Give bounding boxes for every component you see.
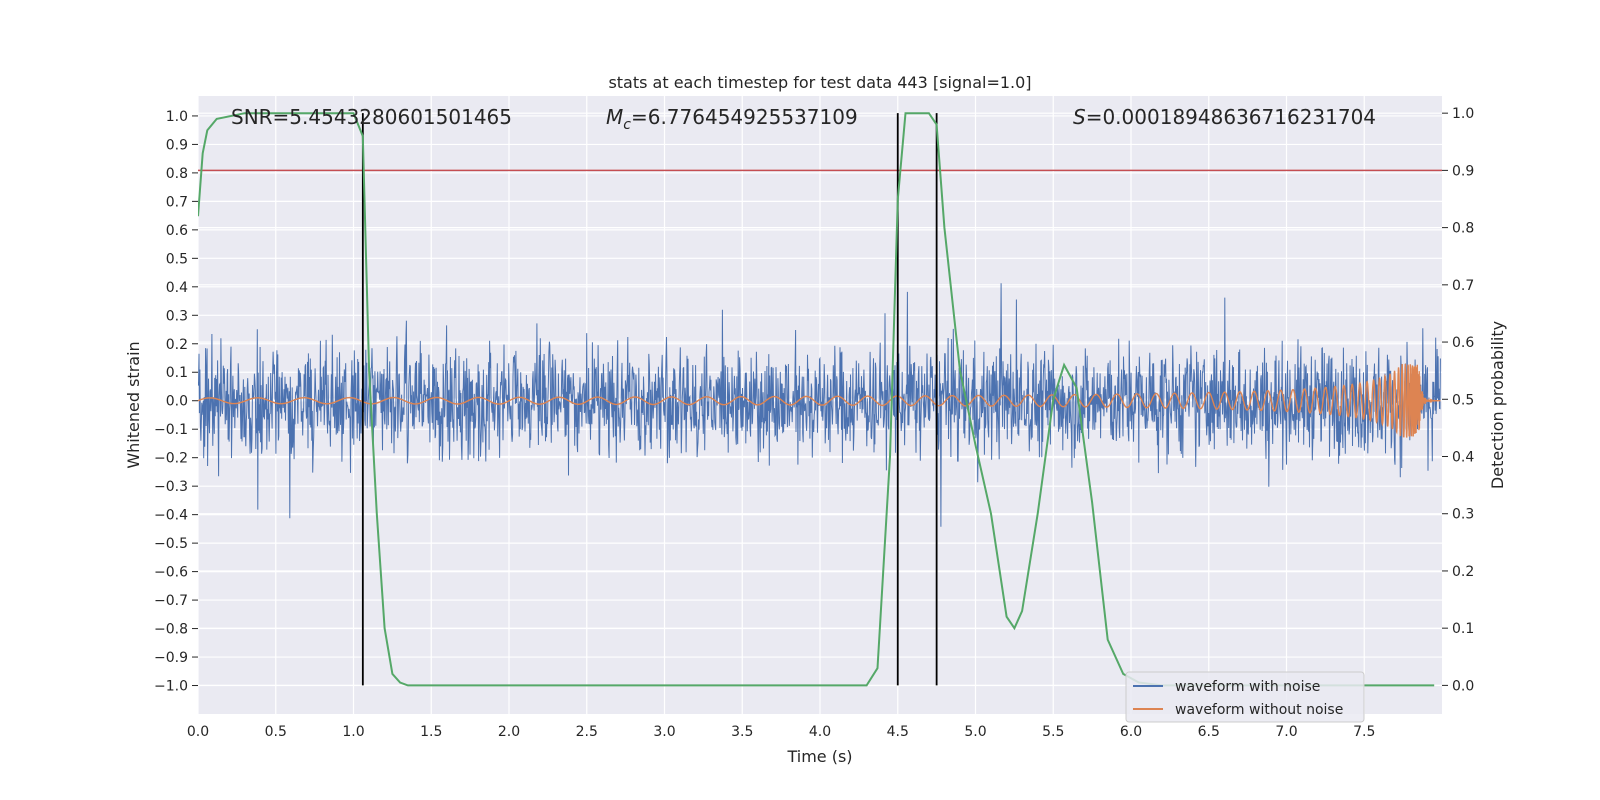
s-annotation: S=0.00018948636716231704 — [1073, 105, 1376, 129]
y-tick-label: 0.6 — [166, 223, 188, 239]
legend-label-noise: waveform with noise — [1175, 679, 1320, 695]
y-tick-label: 0.8 — [166, 166, 188, 182]
y-tick-label: 0.7 — [166, 194, 188, 210]
x-tick-label: 4.5 — [887, 724, 909, 740]
y-tick-label: 0.9 — [166, 137, 188, 153]
y2-axis-label: Detection probability — [1488, 321, 1507, 489]
x-tick-label: 6.0 — [1120, 724, 1142, 740]
x-tick-label: 1.5 — [420, 724, 442, 740]
y-tick-label: −1.0 — [154, 679, 188, 695]
y2-tick-label: 0.1 — [1452, 621, 1474, 637]
y-tick-label: −0.5 — [154, 536, 188, 552]
s-value: =0.00018948636716231704 — [1086, 105, 1376, 129]
x-tick-label: 0.5 — [265, 724, 287, 740]
s-symbol: S — [1073, 105, 1086, 129]
y2-tick-labels: 1.0 0.9 0.8 0.7 0.6 0.5 0.4 0.3 0.2 0.1 0.0 — [1452, 106, 1474, 694]
legend: waveform with noise waveform without noi… — [1125, 671, 1365, 723]
mc-subscript: c — [623, 117, 631, 133]
y2-tick-label: 0.6 — [1452, 335, 1474, 351]
x-axis-label: Time (s) — [786, 747, 852, 766]
x-tick-labels: 0.0 0.5 1.0 1.5 2.0 2.5 3.0 3.5 4.0 4.5 5.0 5.5 6.0 6… — [187, 724, 1376, 740]
y2-tick-label: 0.8 — [1452, 221, 1474, 237]
mc-symbol: M — [606, 105, 623, 129]
mc-value: =6.776454925537109 — [631, 105, 858, 129]
y-tick-label: 0.0 — [166, 394, 188, 410]
y-tick-label: −0.8 — [154, 622, 188, 638]
y-tick-labels: 1.0 0.9 0.8 0.7 0.6 0.5 0.4 0.3 0.2 0.1 0.0 −0.1 −0.… — [154, 109, 188, 695]
x-tick-label: 2.5 — [576, 724, 598, 740]
x-tick-label: 6.5 — [1198, 724, 1220, 740]
y2-tick-label: 0.4 — [1452, 450, 1474, 466]
y-tick-label: 1.0 — [166, 109, 188, 125]
y-axis-label: Whitened strain — [124, 341, 143, 468]
y2-tick-label: 0.3 — [1452, 507, 1474, 523]
x-tick-label: 0.0 — [187, 724, 209, 740]
series-waveform-without-noise — [198, 363, 1441, 438]
y-tick-label: 0.5 — [166, 251, 188, 267]
snr-annotation: SNR=5.4543280601501465 — [231, 105, 512, 129]
legend-box — [1125, 671, 1365, 723]
y2-tick-label: 0.0 — [1452, 678, 1474, 694]
y2-tick-label: 0.5 — [1452, 392, 1474, 408]
series-waveform-with-noise — [198, 283, 1441, 527]
x-tick-label: 5.0 — [964, 724, 986, 740]
x-tick-label: 4.0 — [809, 724, 831, 740]
y-tick-label: 0.2 — [166, 337, 188, 353]
y-tick-label: −0.4 — [154, 508, 188, 524]
chart-title: stats at each timestep for test data 443… — [608, 73, 1031, 92]
chirp-mass-annotation: Mc=6.776454925537109 — [606, 105, 858, 133]
y-tick-label: −0.9 — [154, 650, 188, 666]
x-tick-label: 7.0 — [1275, 724, 1297, 740]
x-tick-label: 7.5 — [1353, 724, 1375, 740]
y2-tick-label: 1.0 — [1452, 106, 1474, 122]
x-tick-label: 3.5 — [731, 724, 753, 740]
x-tick-label: 2.0 — [498, 724, 520, 740]
y-tick-label: 0.1 — [166, 365, 188, 381]
series-detection-probability — [198, 112, 1435, 687]
y2-tick-label: 0.9 — [1452, 163, 1474, 179]
y2-tick-label: 0.7 — [1452, 278, 1474, 294]
y-tick-label: −0.1 — [154, 422, 188, 438]
y-tick-label: −0.7 — [154, 593, 188, 609]
y2-tick-label: 0.2 — [1452, 564, 1474, 580]
y-tick-label: 0.4 — [166, 280, 188, 296]
x-tick-label: 3.0 — [653, 724, 675, 740]
legend-label-clean: waveform without noise — [1175, 702, 1343, 718]
y-tick-label: −0.2 — [154, 451, 188, 467]
x-tick-label: 5.5 — [1042, 724, 1064, 740]
y-tick-label: 0.3 — [166, 308, 188, 324]
x-tick-label: 1.0 — [342, 724, 364, 740]
y-tick-label: −0.6 — [154, 565, 188, 581]
y-tick-label: −0.3 — [154, 479, 188, 495]
